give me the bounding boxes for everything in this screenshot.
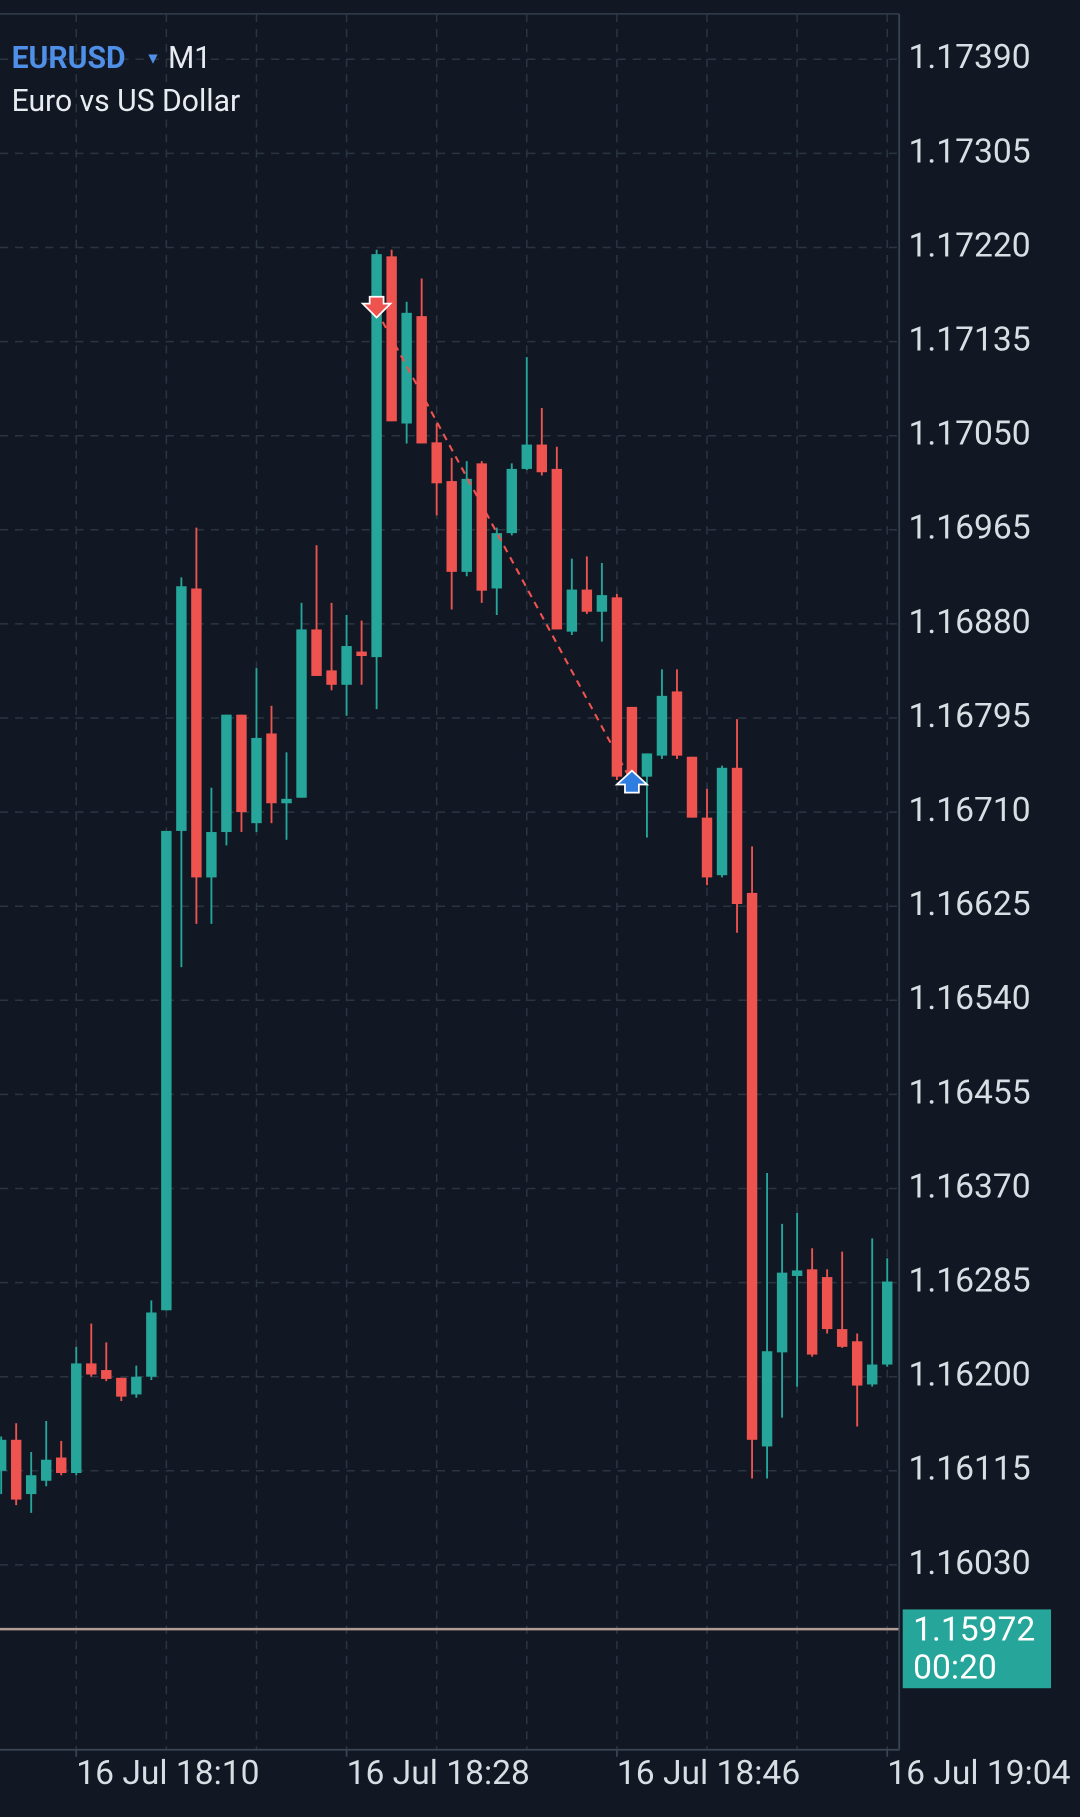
candle-body [776,1272,788,1353]
candle-body [746,892,758,1440]
candle-body [25,1475,37,1495]
candle-body [791,1270,803,1276]
candle-body [221,714,232,833]
y-tick-label: 1.16370 [908,1167,1030,1206]
candle-body [851,1341,863,1386]
y-tick-label: 1.16710 [908,791,1030,830]
candle-body [701,817,713,878]
candle-body [416,316,427,444]
candle-body [506,468,517,534]
candle-body [101,1370,112,1379]
candle-body [131,1376,142,1395]
y-tick-label: 1.17390 [908,38,1030,77]
candle-body [266,733,277,804]
candle-body [191,588,202,878]
candle-body [206,832,217,878]
y-tick-label: 1.16115 [908,1450,1030,1489]
candle-body [0,1439,7,1471]
buy-marker [614,769,650,794]
current-price-label: 1.15972 [913,1610,1035,1649]
candle-body [731,767,743,904]
candle-body [71,1363,82,1474]
y-tick-label: 1.16030 [908,1544,1030,1583]
candle-body [686,756,698,818]
plot [0,249,900,1631]
candle-body [461,478,472,572]
candle-body [566,589,578,632]
candle-body [371,254,382,658]
candle-body [326,670,337,685]
candle-body [236,714,247,813]
candle-body [671,691,683,756]
trade-line [375,310,633,783]
sell-marker [360,295,393,319]
candle-body [146,1312,157,1377]
candle-body [761,1351,773,1447]
candle-body [281,798,292,804]
axes: 1.17390 1.17305 1.17220 1.17135 1.17050 1.169… [75,38,1071,1793]
candle-body [251,737,262,824]
candle-body [551,468,563,630]
candle-body [86,1363,97,1375]
y-tick-label: 1.16540 [908,979,1030,1018]
candle-body [716,767,728,876]
candle-body [836,1329,848,1347]
candle-body [866,1364,878,1385]
candle-body [116,1377,127,1397]
y-tick-label: 1.16880 [908,603,1030,642]
candle-body [536,444,548,473]
candle-body [431,442,442,484]
x-tick-label: 16 Jul 19:04 [887,1754,1070,1793]
candle-body [341,646,352,685]
candle-body [56,1457,67,1474]
candle-body [656,695,668,756]
y-tick-label: 1.17050 [908,415,1030,454]
candle-body [581,589,593,612]
candle-body [821,1277,833,1330]
x-tick-label: 16 Jul 18:28 [347,1754,530,1793]
x-tick-label: 16 Jul 18:46 [617,1754,800,1793]
candle-body [491,533,502,589]
symbol-dropdown[interactable] [148,54,158,64]
candle-body [611,597,623,777]
countdown-label: 00:20 [913,1649,997,1688]
y-tick-label: 1.16625 [908,885,1030,924]
y-tick-label: 1.16795 [908,697,1030,736]
y-tick-label: 1.17135 [908,320,1030,359]
candle-body [176,586,187,831]
candle-body [356,651,367,657]
y-tick-label: 1.16455 [908,1073,1030,1112]
candle-body [626,706,638,777]
candle-body [40,1459,52,1481]
candle-body [476,463,487,591]
y-tick-label: 1.17305 [908,132,1030,171]
candle-body [596,595,608,612]
y-tick-label: 1.17220 [908,226,1030,265]
current-price-box [902,1609,1052,1689]
symbol[interactable]: EURUSD [12,41,126,76]
subtitle: Euro vs US Dollar [12,84,241,119]
timeframe[interactable]: M1 [168,41,211,76]
candle-body [296,629,307,798]
x-tick-label: 16 Jul 18:10 [76,1754,259,1793]
y-tick-label: 1.16285 [908,1261,1030,1300]
candle-body [806,1269,818,1355]
y-tick-label: 1.16200 [908,1356,1030,1395]
candle-body [521,444,533,469]
candle-body [311,629,322,676]
candle-body [10,1439,22,1500]
candle-body [882,1281,893,1365]
candle-body [641,753,653,777]
grid [0,13,900,1750]
y-tick-label: 1.16965 [908,509,1030,548]
candle-body [446,481,457,572]
candle-body [161,830,172,1311]
